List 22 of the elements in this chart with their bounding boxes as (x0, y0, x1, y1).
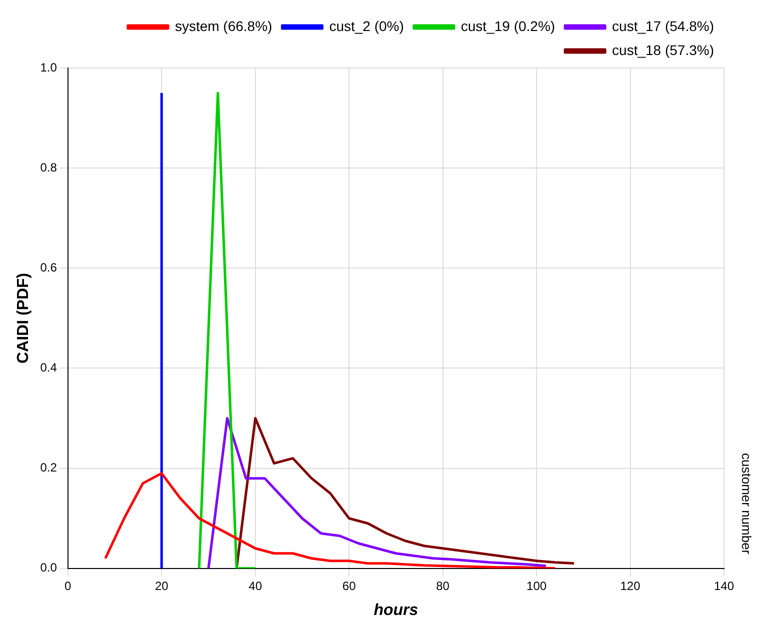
legend-label: cust_19 (0.2%) (460, 18, 556, 34)
x-tick-label: 60 (342, 578, 356, 593)
x-tick-label: 140 (714, 578, 734, 593)
x-tick-label: 120 (620, 578, 641, 593)
text: customer number (739, 452, 754, 554)
y-tick-label: 0.4 (40, 360, 58, 375)
x-tick-label: 100 (526, 578, 547, 593)
y-tick-label: 0.2 (40, 460, 58, 475)
legend-label: cust_2 (0%) (329, 18, 404, 34)
y-tick-label: 1.0 (40, 60, 58, 74)
x-tick-label: 80 (436, 578, 450, 593)
legend-label: cust_17 (54.8%) (612, 18, 714, 34)
x-axis-title: hours (374, 602, 418, 619)
x-tick-label: 20 (154, 578, 169, 593)
y-tick-label: 0.8 (40, 160, 58, 174)
y-tick-label: 0.6 (40, 260, 58, 274)
legend-label: cust_18 (57.3%) (612, 42, 714, 58)
x-tick-label: 0 (64, 578, 72, 593)
legend-label: system (66.8%) (174, 18, 272, 34)
y-axis-title: CAIDI (PDF) (15, 272, 32, 364)
y-tick-label: 0.0 (40, 560, 58, 575)
x-tick-label: 40 (248, 578, 262, 593)
